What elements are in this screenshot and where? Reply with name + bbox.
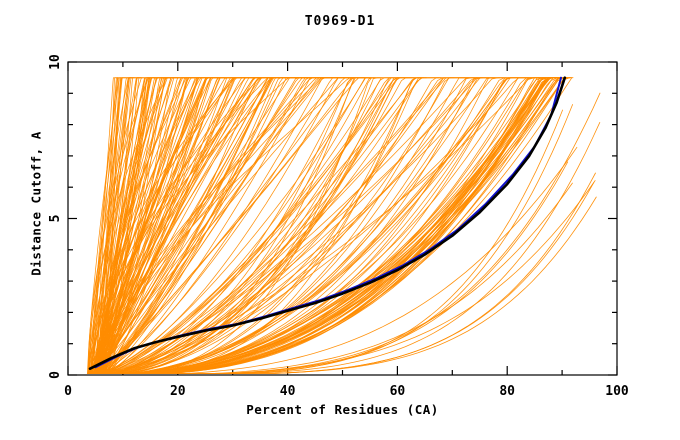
ensemble-curve bbox=[105, 77, 155, 374]
ensemble-curve bbox=[98, 77, 167, 374]
ensemble-curve bbox=[98, 77, 483, 374]
ensemble-curve bbox=[90, 77, 159, 374]
ensemble-curve bbox=[96, 77, 206, 374]
x-tick-label: 80 bbox=[499, 384, 515, 399]
ensemble-curve bbox=[90, 77, 256, 374]
ensemble-curve bbox=[94, 77, 326, 374]
ensemble-curve bbox=[100, 77, 142, 374]
ensemble-curve bbox=[105, 77, 395, 374]
ensemble-curve bbox=[104, 77, 442, 374]
ensemble-curve bbox=[92, 77, 369, 374]
ensemble-curve bbox=[105, 77, 348, 374]
ensemble-curve bbox=[92, 77, 402, 374]
chart-title: T0969-D1 bbox=[304, 14, 376, 29]
ensemble-curve bbox=[87, 77, 119, 374]
x-tick-label: 60 bbox=[390, 384, 406, 399]
ensemble-curve bbox=[90, 77, 391, 374]
ensemble-curve bbox=[93, 77, 372, 374]
ensemble-curve-inner bbox=[101, 77, 570, 374]
ensemble-curve bbox=[96, 77, 382, 374]
ensemble-curve bbox=[104, 77, 376, 374]
ensemble-curve bbox=[92, 77, 501, 374]
ensemble-curve-inner bbox=[98, 77, 568, 374]
ensemble-curve bbox=[94, 77, 151, 374]
ensemble-curve bbox=[103, 77, 213, 374]
ensemble-outlier bbox=[95, 196, 597, 374]
ensemble-curve bbox=[87, 77, 340, 374]
ensemble-curve bbox=[89, 77, 536, 374]
ensemble-curve bbox=[103, 77, 505, 374]
ensemble-curve-inner bbox=[98, 77, 558, 374]
y-tick-label: 5 bbox=[48, 215, 63, 223]
y-tick-label: 0 bbox=[48, 371, 63, 379]
ensemble-curve bbox=[101, 77, 263, 374]
x-tick-label: 0 bbox=[64, 384, 72, 399]
curve-layer bbox=[86, 76, 601, 374]
ensemble-curve bbox=[88, 77, 355, 374]
ensemble-curve bbox=[107, 77, 527, 374]
ensemble-curve bbox=[95, 77, 144, 374]
ensemble-curve-inner bbox=[101, 77, 558, 374]
x-tick-label: 40 bbox=[280, 384, 296, 399]
ensemble-curve bbox=[96, 77, 132, 374]
ensemble-curve bbox=[104, 77, 269, 374]
ensemble-curve-inner bbox=[93, 77, 562, 374]
ensemble-curve bbox=[92, 77, 209, 374]
ensemble-curve bbox=[101, 77, 367, 374]
ensemble-curve bbox=[87, 77, 507, 374]
ensemble-curve bbox=[89, 77, 347, 374]
x-axis-label: Percent of Residues (CA) bbox=[246, 402, 439, 417]
ensemble-curve bbox=[88, 77, 371, 374]
ensemble-outlier bbox=[97, 182, 595, 374]
ensemble-curve bbox=[86, 77, 487, 374]
ensemble-curve bbox=[89, 77, 422, 374]
ensemble-curve bbox=[97, 77, 335, 374]
ensemble-curve-inner bbox=[98, 77, 549, 374]
ensemble-curve bbox=[101, 77, 476, 374]
ensemble-curve bbox=[96, 77, 369, 374]
ensemble-curve bbox=[96, 77, 119, 374]
y-tick-label: 10 bbox=[48, 54, 63, 70]
ensemble-curve bbox=[96, 77, 134, 374]
reference-black-curve bbox=[88, 76, 567, 370]
ensemble-curve bbox=[105, 77, 122, 374]
x-tick-label: 20 bbox=[170, 384, 186, 399]
ensemble-curve bbox=[102, 77, 132, 374]
ensemble-curve bbox=[97, 77, 550, 374]
ensemble-curve bbox=[96, 77, 451, 374]
x-tick-label: 100 bbox=[605, 384, 629, 399]
ensemble-curve bbox=[105, 77, 276, 374]
y-axis-label: Distance Cutoff, A bbox=[28, 131, 44, 276]
ensemble-curve bbox=[97, 77, 179, 374]
ensemble-curve bbox=[99, 77, 212, 374]
